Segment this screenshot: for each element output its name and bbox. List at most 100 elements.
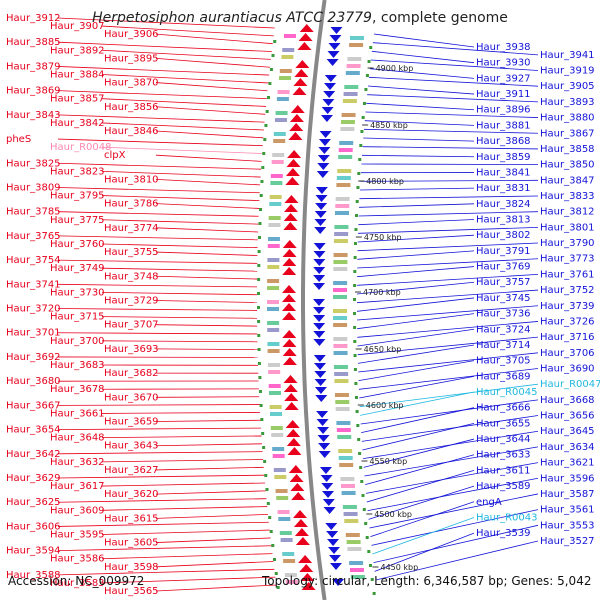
scale-label: 4550 kbp [369, 457, 407, 466]
left-leader-line [57, 451, 263, 455]
reverse-gene-arrow [332, 579, 345, 586]
forward-gene-arrow [285, 168, 300, 176]
left-tick-dot [262, 152, 266, 155]
left-leader-line [101, 25, 274, 37]
left-leader-line [57, 474, 265, 479]
reverse-gene-arrow [315, 195, 328, 202]
left-leader-line [57, 283, 258, 288]
left-tick-dot [262, 446, 266, 449]
forward-cog-block [268, 370, 281, 374]
right-leader-line [357, 266, 475, 278]
forward-gene-arrow [282, 258, 297, 266]
reverse-cog-block [349, 36, 364, 40]
forward-cog-block [267, 258, 280, 262]
reverse-cog-block [335, 407, 350, 411]
left-gene-label: Haur_3869 [6, 86, 61, 97]
forward-gene-arrow [283, 213, 298, 221]
right-gene-label: Haur_3587 [540, 489, 595, 500]
right-leader-line [357, 321, 539, 338]
left-gene-label: Haur_3693 [104, 344, 159, 355]
right-gene-label: Haur_3745 [476, 293, 531, 304]
reverse-cog-block [335, 197, 350, 201]
right-tick-dot [361, 494, 365, 497]
right-leader-line [357, 313, 475, 330]
right-gene-label: Haur_3716 [540, 332, 595, 343]
right-leader-line [367, 477, 539, 512]
left-tick-dot [259, 208, 263, 211]
reverse-gene-arrow [328, 555, 341, 562]
left-gene-label: Haur_3760 [50, 239, 105, 250]
left-leader-line [155, 419, 261, 422]
reverse-gene-arrow [314, 387, 327, 394]
reverse-gene-arrow [318, 451, 331, 458]
left-leader-line [57, 66, 270, 76]
left-gene-label: Haur_3594 [6, 546, 61, 557]
right-tick-dot [353, 368, 357, 371]
forward-gene-arrow [298, 555, 313, 563]
reverse-cog-block [333, 337, 348, 341]
left-tick-dot [259, 404, 263, 407]
right-tick-dot [355, 214, 359, 217]
left-gene-label: Haur_3895 [104, 53, 159, 64]
reverse-gene-arrow [313, 355, 326, 362]
left-gene-label: Haur_3870 [104, 78, 159, 89]
reverse-cog-block [339, 463, 354, 467]
forward-cog-block [273, 468, 286, 472]
right-leader-line [359, 195, 539, 200]
left-leader-line [101, 195, 260, 201]
forward-gene-arrow [282, 267, 297, 275]
left-tick-dot [259, 194, 263, 197]
forward-cog-block [271, 160, 284, 164]
forward-cog-block [267, 265, 280, 269]
right-leader-line [362, 146, 539, 150]
left-leader-line [101, 506, 268, 511]
left-gene-label: Haur_3754 [6, 255, 61, 266]
accession-label: Accession: [8, 574, 72, 588]
right-leader-line [357, 305, 539, 321]
left-gene-label: Haur_3748 [104, 271, 159, 282]
reverse-cog-block [349, 43, 364, 47]
left-leader-line [57, 356, 258, 358]
left-tick-dot [269, 68, 273, 71]
right-gene-label: Haur_3880 [540, 113, 595, 124]
reverse-gene-arrow [313, 259, 326, 266]
reverse-gene-arrow [328, 547, 340, 554]
forward-gene-arrow [285, 420, 300, 428]
topology-value: circular [321, 574, 367, 588]
reverse-gene-arrow [315, 203, 328, 210]
reverse-cog-block [333, 351, 348, 355]
left-leader-line [57, 308, 258, 311]
left-tick-dot [257, 292, 261, 295]
right-leader-line [358, 211, 539, 217]
left-tick-dot [258, 222, 262, 225]
left-gene-label: Haur_3786 [104, 199, 159, 210]
scale-label: 4650 kbp [364, 345, 402, 354]
left-tick-dot [257, 278, 261, 281]
right-tick-dot [362, 508, 366, 511]
left-tick-dot [264, 124, 268, 127]
forward-gene-arrow [288, 465, 303, 473]
forward-gene-arrow [293, 519, 308, 527]
forward-gene-arrow [282, 294, 297, 302]
title-suffix: , complete genome [371, 10, 508, 26]
right-gene-label: Haur_3868 [476, 136, 531, 147]
forward-gene-arrow [292, 510, 307, 518]
left-gene-label: Haur_3785 [6, 207, 61, 218]
right-tick-dot [355, 410, 359, 413]
length-value: 6,346,587 bp [423, 574, 504, 588]
reverse-gene-arrow [329, 35, 342, 42]
left-leader-line [155, 537, 271, 543]
right-leader-line [357, 336, 539, 356]
left-leader-line [155, 251, 258, 256]
right-gene-label: Haur_3611 [476, 465, 531, 476]
reverse-gene-arrow [322, 99, 335, 106]
left-gene-label: Haur_3627 [104, 465, 159, 476]
left-leader-line [155, 227, 259, 233]
right-gene-label: Haur_3634 [540, 442, 595, 453]
right-tick-dot [364, 88, 368, 91]
reverse-gene-arrow [327, 51, 340, 58]
reverse-cog-block [344, 85, 359, 89]
left-gene-label: Haur_3615 [104, 513, 159, 524]
right-leader-line [369, 493, 539, 529]
left-leader-line [101, 412, 261, 414]
